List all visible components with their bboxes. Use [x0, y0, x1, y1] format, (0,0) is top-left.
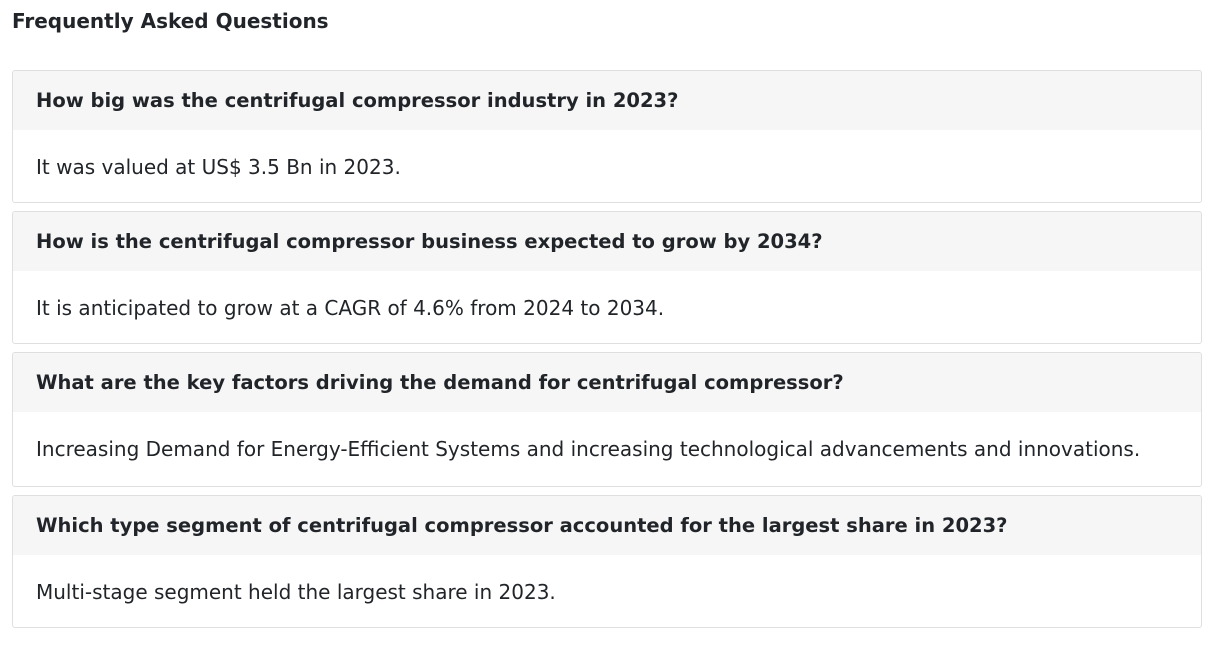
faq-answer: Increasing Demand for Energy-Efficient S… [36, 437, 1141, 461]
faq-item: Which type segment of centrifugal compre… [12, 495, 1202, 628]
faq-item: What are the key factors driving the dem… [12, 352, 1202, 487]
faq-question[interactable]: How big was the centrifugal compressor i… [13, 71, 1201, 130]
faq-item: How big was the centrifugal compressor i… [12, 70, 1202, 203]
faq-question[interactable]: How is the centrifugal compressor busine… [13, 212, 1201, 271]
faq-item: How is the centrifugal compressor busine… [12, 211, 1202, 344]
faq-question[interactable]: Which type segment of centrifugal compre… [13, 496, 1201, 555]
faq-list: How big was the centrifugal compressor i… [12, 70, 1202, 636]
faq-question[interactable]: What are the key factors driving the dem… [13, 353, 1201, 412]
faq-section-title: Frequently Asked Questions [12, 9, 329, 33]
faq-answer: It is anticipated to grow at a CAGR of 4… [36, 296, 665, 320]
faq-answer: It was valued at US$ 3.5 Bn in 2023. [36, 155, 401, 179]
faq-answer: Multi-stage segment held the largest sha… [36, 580, 556, 604]
